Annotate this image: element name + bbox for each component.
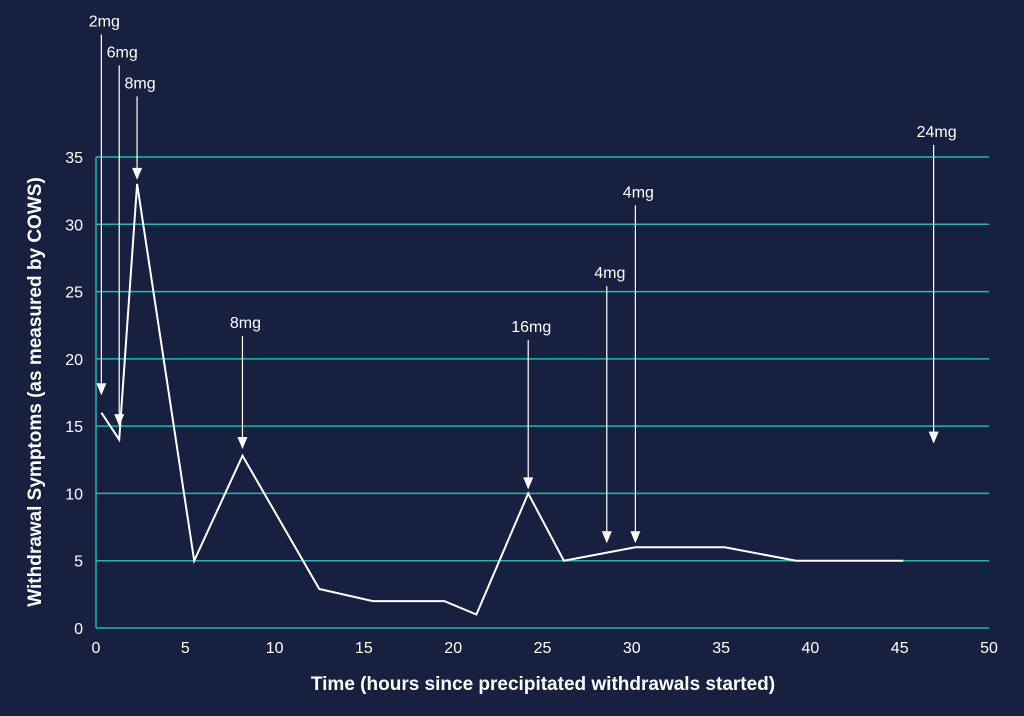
x-axis-title: Time (hours since precipitated withdrawa… [311,674,775,695]
series-lines [100,183,904,616]
dose-annotations: 2mg 6mg 8mg 8mg 16mg 4mg 4mg 24mg [89,13,957,544]
dose-label: 6mg [107,44,138,61]
dose-annotation: 2mg [89,13,120,396]
dose-annotation: 8mg [230,315,261,450]
dose-arrow-head [630,531,641,544]
dose-label: 8mg [230,315,261,332]
dose-label: 8mg [125,75,156,92]
dose-label: 2mg [89,13,120,30]
x-tick-label: 25 [534,640,552,657]
x-tick-label: 50 [980,640,998,657]
y-tick-label: 30 [65,217,83,234]
series-line [100,183,904,616]
dose-arrow-head [601,531,612,544]
dose-annotation: 4mg [623,184,654,544]
y-axis-title: Withdrawal Symptoms (as measured by COWS… [25,177,46,607]
dose-label: 16mg [511,319,551,336]
y-tick-label: 35 [65,150,83,167]
dose-label: 24mg [917,124,957,141]
x-tick-label: 40 [802,640,820,657]
x-tick-label: 20 [444,640,462,657]
x-tick-label: 15 [355,640,373,657]
y-tick-label: 10 [65,486,83,503]
dose-label: 4mg [623,184,654,201]
y-tick-label: 0 [74,621,83,638]
dose-label: 4mg [594,265,625,282]
x-tick-labels: 0 5 10 15 20 25 30 35 40 45 50 [92,640,998,657]
dose-annotation: 16mg [511,319,551,490]
dose-arrow-head [96,383,107,396]
y-tick-label: 15 [65,419,83,436]
dose-arrow-head [132,167,143,180]
gridlines [95,156,989,629]
x-tick-label: 5 [181,640,190,657]
x-tick-label: 30 [623,640,641,657]
dose-arrow-head [928,431,939,444]
dose-arrow-head [114,414,125,427]
dose-annotation: 24mg [917,124,957,444]
x-tick-label: 45 [891,640,909,657]
dose-annotation: 8mg [125,75,156,180]
y-tick-label: 5 [74,554,83,571]
dose-annotation: 4mg [594,265,625,544]
y-tick-label: 25 [65,285,83,302]
x-tick-label: 0 [92,640,101,657]
dose-arrow-head [237,437,248,450]
x-tick-label: 35 [712,640,730,657]
dose-arrow-head [523,477,534,490]
y-tick-labels: 0 5 10 15 20 25 30 35 [65,150,83,638]
y-tick-label: 20 [65,352,83,369]
x-tick-label: 10 [266,640,284,657]
dose-annotation: 6mg [107,44,138,427]
